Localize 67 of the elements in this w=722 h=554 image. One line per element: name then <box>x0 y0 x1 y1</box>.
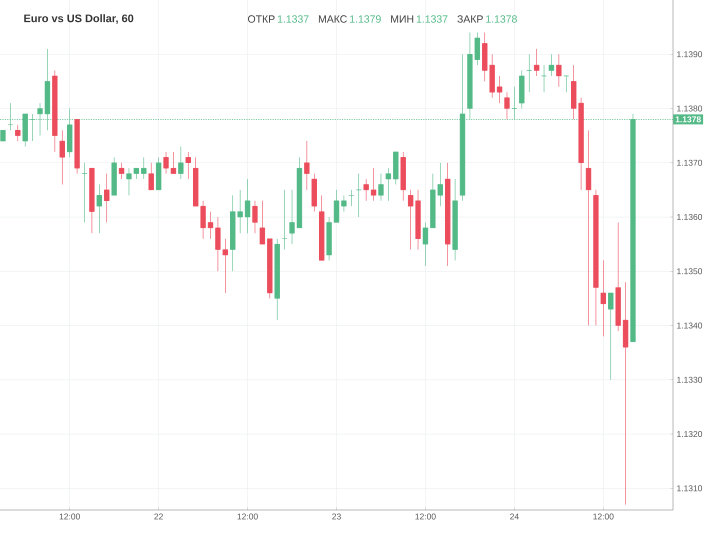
candlestick <box>356 173 362 218</box>
candlestick <box>0 130 6 142</box>
candlestick <box>408 190 414 250</box>
candlestick <box>126 168 132 196</box>
x-tick-label: 24 <box>510 514 519 520</box>
x-tick-label: 12:00 <box>415 514 436 520</box>
candlestick <box>82 162 88 223</box>
candlestick <box>282 190 288 250</box>
x-tick-label: 12:00 <box>238 514 258 520</box>
candlestick <box>237 190 243 234</box>
candlestick <box>244 178 250 234</box>
candlestick <box>586 130 592 326</box>
y-tick-label: 1.1320 <box>677 431 702 438</box>
candlestick <box>60 130 65 185</box>
annotation: 1.1337 <box>416 15 448 23</box>
candlestick <box>526 54 532 93</box>
candlestick <box>363 178 369 202</box>
candlestick <box>438 162 443 206</box>
candlestick <box>564 76 569 93</box>
candlestick <box>118 162 124 180</box>
candlestick <box>370 168 376 202</box>
y-tick-label: 1.1370 <box>677 160 702 166</box>
candlestick <box>186 152 191 180</box>
annotation: 1.1379 <box>350 15 381 23</box>
candlestick <box>148 162 154 190</box>
y-tick-label: 1.1350 <box>677 268 702 274</box>
candlestick <box>222 238 228 294</box>
candlestick <box>541 64 547 93</box>
candlestick <box>178 146 184 180</box>
x-tick-label: 12:00 <box>60 514 80 520</box>
candlestick <box>600 260 606 337</box>
annotation: ЗАКР <box>457 15 483 23</box>
annotation: МИН <box>391 15 414 23</box>
y-tick-label: 1.1310 <box>677 485 702 492</box>
x-tick-label: 12:00 <box>593 514 614 520</box>
y-tick-label: 1.1380 <box>677 106 702 112</box>
annotation: ОТКР <box>248 15 275 23</box>
candlestick <box>386 168 392 202</box>
candlestick <box>504 92 510 120</box>
candlestick <box>260 200 266 244</box>
text: Euro vs US Dollar, 60 <box>24 14 134 24</box>
annotation: МАКС <box>318 15 347 23</box>
candlestick <box>422 222 428 266</box>
x-tick-label: 22 <box>154 514 163 520</box>
ref-line-label: 1.1378 <box>676 116 701 122</box>
annotation: 1.1378 <box>486 15 517 23</box>
y-tick-label: 1.1340 <box>677 322 702 329</box>
candlestick <box>141 157 146 180</box>
candlestick <box>608 292 614 380</box>
annotation: 1.1337 <box>278 15 309 23</box>
candlestick <box>556 54 562 88</box>
x-tick-label: 23 <box>332 514 341 520</box>
candlestick <box>252 200 258 234</box>
candlestick <box>348 190 354 206</box>
candlestick <box>548 54 554 76</box>
y-tick-label: 1.1360 <box>677 214 702 220</box>
candlestick <box>534 48 540 76</box>
candlestick <box>134 168 140 180</box>
candlestick <box>496 76 502 104</box>
y-tick-label: 1.1330 <box>677 376 702 383</box>
candlestick <box>304 140 310 190</box>
candlestick <box>378 173 384 202</box>
candlestick <box>96 184 102 234</box>
candlestick <box>104 173 110 223</box>
y-tick-label: 1.1390 <box>677 51 702 58</box>
candlestick <box>15 124 20 142</box>
candlestick <box>474 32 480 66</box>
